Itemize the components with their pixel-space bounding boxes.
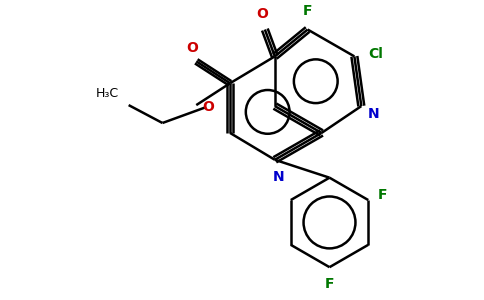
Text: O: O bbox=[186, 41, 198, 56]
Text: N: N bbox=[367, 107, 379, 121]
Text: F: F bbox=[303, 4, 312, 18]
Text: O: O bbox=[256, 7, 268, 21]
Text: Cl: Cl bbox=[368, 47, 383, 61]
Text: F: F bbox=[325, 277, 334, 291]
Text: F: F bbox=[378, 188, 388, 202]
Text: O: O bbox=[202, 100, 214, 114]
Text: N: N bbox=[273, 170, 285, 184]
Text: H₃C: H₃C bbox=[95, 87, 119, 100]
